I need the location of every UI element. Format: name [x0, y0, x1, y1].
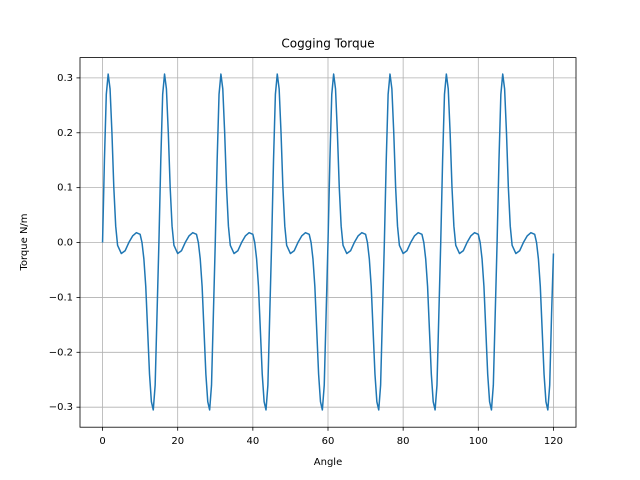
y-tick-label: 0.2	[57, 128, 73, 139]
x-tick-label: 120	[544, 436, 563, 447]
chart-title: Cogging Torque	[281, 37, 374, 51]
y-tick-label: 0.3	[57, 73, 73, 84]
x-tick-label: 20	[171, 436, 184, 447]
x-tick-label: 60	[322, 436, 335, 447]
plot-frame	[79, 57, 577, 428]
x-tick-label: 80	[397, 436, 410, 447]
x-tick-label: 0	[99, 436, 105, 447]
y-tick-label: −0.2	[49, 347, 73, 358]
y-tick-label: −0.1	[49, 292, 73, 303]
y-axis-label: Torque N/m	[19, 213, 30, 271]
y-tick-label: 0.0	[57, 238, 73, 249]
x-tick-label: 40	[246, 436, 259, 447]
y-tick-label: −0.3	[49, 402, 73, 413]
data-line	[101, 73, 555, 411]
y-tick-label: 0.1	[57, 183, 73, 194]
x-axis-label: Angle	[314, 457, 342, 468]
x-tick-label: 100	[469, 436, 488, 447]
